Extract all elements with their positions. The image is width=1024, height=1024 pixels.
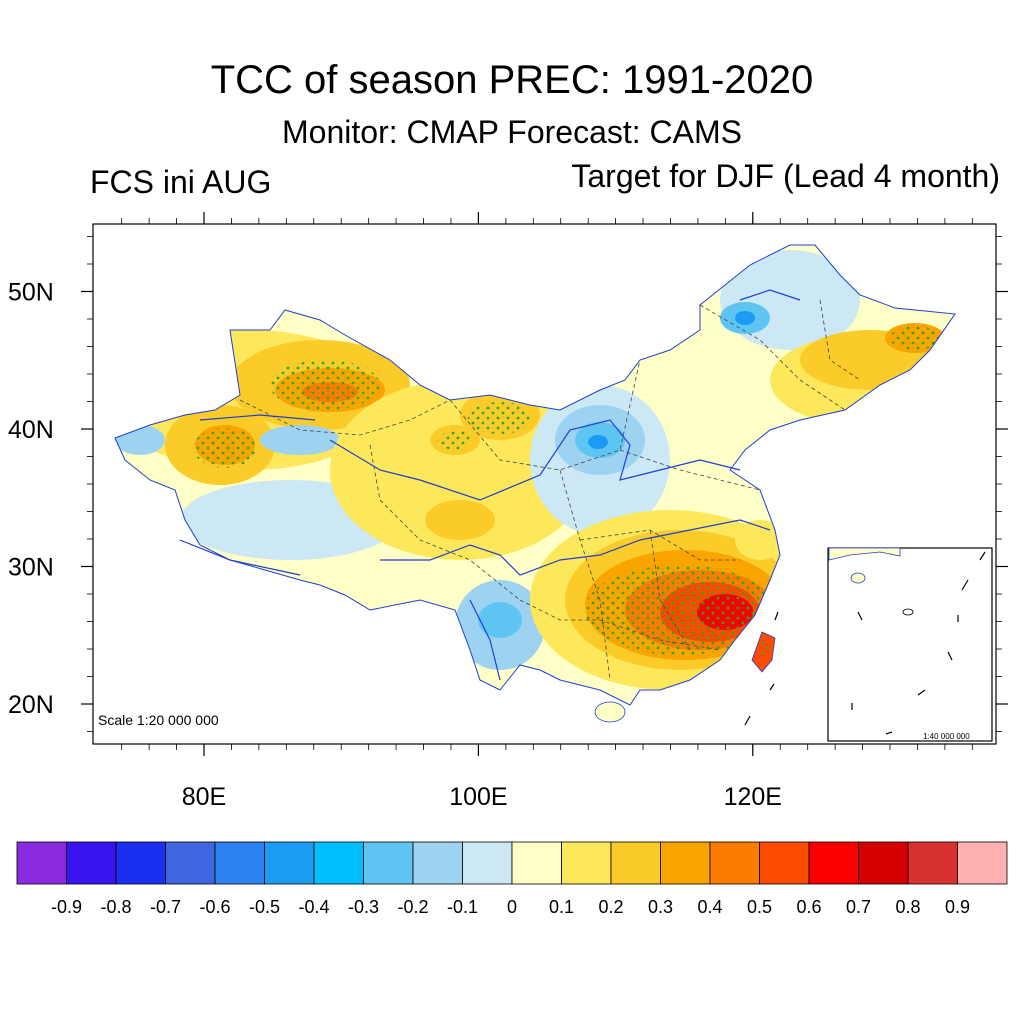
significance-stipple [758,640,770,660]
colorbar-swatch [858,841,909,885]
lat-tick-label: 50N [8,279,54,307]
colorbar-label: 0.6 [796,897,821,917]
lon-tick-label: 120E [724,783,782,811]
colorbar-swatch [957,841,1008,885]
colorbar-label: -0.8 [100,897,131,917]
hainan-island [594,701,626,723]
colorbar-label: 0.7 [846,897,871,917]
inset-reef [902,608,914,616]
colorbar-label: 0.8 [895,897,920,917]
colorbar-swatch [808,841,859,885]
target-season-label: Target for DJF (Lead 4 month) [571,158,1000,194]
significance-stipple [468,402,532,434]
significance-stipple [270,360,380,410]
map-subtitle: Monitor: CMAP Forecast: CAMS [282,114,742,150]
significance-stipple [193,428,257,468]
significance-stipple [440,430,470,450]
colorbar-label: 0.4 [697,897,722,917]
colorbar-swatch [511,841,562,885]
nine-dash-line [851,551,986,735]
tcc-patch [588,435,608,449]
colorbar-label: 0.5 [747,897,772,917]
scale-text: Scale 1:20 000 000 [98,712,219,728]
boundary-dashes [744,611,779,726]
colorbar-swatch [462,841,513,885]
colorbar-swatch [561,841,612,885]
colorbar-swatch [165,841,216,885]
colorbar-swatch [709,841,760,885]
colorbar: -0.9 -0.8 -0.7 -0.6 -0.5 -0.4 -0.3 -0.2 -0.1 0 0.1… [16,841,1008,917]
colorbar-swatch [66,841,117,885]
colorbar-label: -0.7 [150,897,181,917]
tcc-patch [735,520,785,560]
colorbar-swatch [412,841,463,885]
colorbar-label: -0.5 [249,897,280,917]
rivers [179,289,801,681]
lon-tick-label: 100E [449,783,507,811]
colorbar-swatch [264,841,315,885]
lat-tick-label: 20N [8,691,54,719]
forecast-init-label: FCS ini AUG [90,164,272,200]
lat-tick-label: 30N [8,554,54,582]
significance-stipple [890,326,940,350]
colorbar-swatch [313,841,364,885]
colorbar-swatch [907,841,958,885]
colorbar-label: -0.9 [51,897,82,917]
colorbar-label: -0.1 [447,897,478,917]
inset-coast [828,547,901,561]
colorbar-swatch [660,841,711,885]
colorbar-label: -0.3 [348,897,379,917]
province-boundaries [239,299,861,681]
tcc-patch [478,602,522,638]
colorbar-label: 0 [507,897,517,917]
colorbar-swatch [759,841,810,885]
lat-tick-label: 40N [8,416,54,444]
colorbar-swatch [363,841,414,885]
significance-stipple [585,565,775,655]
colorbar-swatch [610,841,661,885]
colorbar-label: 0.1 [549,897,574,917]
axes: 20N 30N 40N 50N 80E 100E 120E [8,212,1008,811]
inset-map: 1:40 000 000 [827,547,993,742]
colorbar-label: -0.4 [298,897,329,917]
colorbar-swatch [16,841,67,885]
colorbar-label: -0.6 [199,897,230,917]
inset-island [850,572,866,584]
colorbar-label: -0.2 [397,897,428,917]
colorbar-swatch [214,841,265,885]
inset-scale-text: 1:40 000 000 [923,732,970,741]
colorbar-label: 0.9 [945,897,970,917]
colorbar-label: 0.2 [598,897,623,917]
colorbar-swatch [115,841,166,885]
lon-tick-label: 80E [182,783,226,811]
colorbar-label: 0.3 [648,897,673,917]
map-title: TCC of season PREC: 1991-2020 [210,58,814,102]
tcc-patch [260,425,340,455]
tcc-patch [425,500,495,540]
tcc-patch [735,311,755,325]
